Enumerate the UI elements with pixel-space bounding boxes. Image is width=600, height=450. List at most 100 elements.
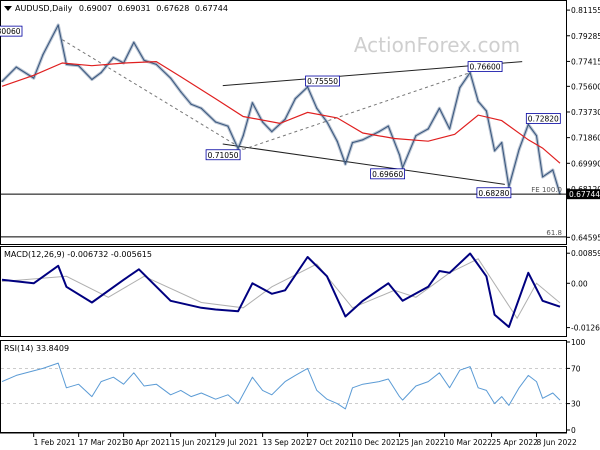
- macd-tick-label-1: 0.00: [571, 279, 588, 288]
- price-point: [215, 121, 217, 123]
- price-point: [271, 131, 273, 133]
- macd-title: MACD(12,26,9) -0.006732 -0.005615: [4, 250, 152, 259]
- watermark: ActionForex.com: [354, 33, 520, 57]
- price-point: [294, 98, 296, 100]
- price-point: [112, 56, 114, 59]
- price-box-0: [0, 25, 23, 37]
- price-point: [143, 59, 145, 61]
- series-layer: [0, 23, 562, 410]
- ohlc-high: 0.69031: [118, 4, 151, 13]
- price-box-5: [525, 113, 561, 124]
- price-point: [485, 110, 487, 112]
- price-tick-label-3: 0.75600: [571, 82, 600, 91]
- price-point: [501, 142, 503, 144]
- price-box-label-3: 0.71050: [208, 151, 239, 160]
- price-point: [316, 107, 318, 109]
- rsi-tick-label-3: 0: [571, 426, 576, 435]
- x-tick-label-9: 10 Mar 2022: [445, 438, 493, 447]
- price-tick-label-6: 0.69990: [571, 159, 600, 168]
- price-point: [133, 41, 135, 44]
- price-box-4: [370, 168, 406, 180]
- price-point: [518, 148, 520, 150]
- rsi-level-lines: [1, 367, 566, 405]
- price-point: [459, 87, 461, 89]
- price-point: [438, 107, 440, 109]
- price-panel-frame: [0, 0, 567, 245]
- price-point: [336, 140, 338, 142]
- ohlc-open: 0.69007: [79, 4, 112, 13]
- x-tick-label-2: 30 Apr 2021: [124, 438, 171, 447]
- macd-signal-line: [1, 258, 561, 320]
- price-box-2: [467, 61, 503, 73]
- level-label-1: 61.8: [546, 229, 562, 237]
- price-tick-label-5: 0.71860: [571, 134, 600, 143]
- price-point: [469, 72, 471, 74]
- trend-line-1: [222, 143, 505, 185]
- horizontal-levels: FE 100.0 61.8: [1, 186, 566, 238]
- price-point: [427, 128, 429, 130]
- x-tick-label-5: 13 Sep 2021: [263, 438, 311, 447]
- price-tick-label-8: 0.64595: [571, 233, 600, 242]
- x-tick-label-11: 8 Jun 2022: [536, 438, 577, 447]
- dropdown-triangle-icon: [4, 6, 12, 11]
- price-box-label-6: 0.68280: [478, 189, 509, 198]
- price-box-label-4: 0.69660: [372, 170, 403, 179]
- price-point: [398, 154, 401, 156]
- price-point: [387, 125, 389, 127]
- price-point: [542, 176, 544, 178]
- y-axis-ticks: 0.81155 0.79285 0.77415 0.75600 0.73730 0.718…: [566, 6, 600, 435]
- price-point: [190, 103, 192, 105]
- price-point: [155, 63, 157, 65]
- current-price-box: [566, 189, 600, 200]
- price-tick-label-0: 0.81155: [571, 6, 600, 15]
- price-tick-label-1: 0.79285: [571, 32, 600, 41]
- macd-tick-label-2: -0.01267: [571, 324, 600, 333]
- price-point: [65, 63, 67, 65]
- price-point: [57, 24, 59, 26]
- x-tick-label-4: 29 Jul 2021: [216, 438, 259, 447]
- ohlc-low: 0.67628: [156, 4, 189, 13]
- price-box-label-5: 0.72820: [528, 114, 559, 123]
- macd-tick-label-0: 0.008596: [571, 249, 600, 258]
- macd-line: [1, 252, 561, 328]
- price-box-1: [305, 75, 340, 87]
- price-point: [180, 91, 182, 93]
- price-point: [242, 135, 244, 137]
- price-tick-label-2: 0.77415: [571, 57, 600, 66]
- price-box-3: [205, 149, 241, 161]
- rsi-title: RSI(14) 33.8409: [4, 344, 69, 353]
- level-label-0: FE 100.0: [531, 186, 562, 194]
- price-point: [535, 135, 538, 137]
- price-point: [100, 72, 102, 74]
- x-tick-label-3: 15 Jun 2021: [171, 438, 216, 447]
- price-point: [170, 77, 172, 79]
- x-tick-label-7: 10 Dec 2021: [353, 438, 401, 447]
- price-point: [284, 118, 286, 120]
- price-point: [15, 66, 17, 68]
- price-point: [494, 150, 496, 152]
- price-point: [33, 77, 35, 79]
- price-point: [237, 148, 239, 150]
- price-box-6: [476, 187, 512, 199]
- x-tick-label-1: 17 Mar 2021: [79, 438, 127, 447]
- rsi-panel-frame: [0, 340, 567, 433]
- price-point: [42, 54, 44, 56]
- price-point: [362, 139, 364, 141]
- price-point: [307, 86, 309, 88]
- trend-line-3: [243, 72, 471, 150]
- trend-line-2: [62, 39, 244, 150]
- rsi-line: [1, 362, 561, 410]
- symbol-label: AUDUSD,Daily: [15, 4, 73, 13]
- rsi-tick-label-0: 100: [571, 338, 586, 347]
- macd-panel-frame: [0, 246, 567, 337]
- price-point: [344, 163, 346, 165]
- price-point: [402, 167, 404, 169]
- moving-average-line: [1, 60, 561, 164]
- x-tick-label-6: 27 Oct 2021: [308, 438, 355, 447]
- rsi-tick-label-2: 30: [571, 400, 581, 409]
- price-point: [552, 169, 554, 171]
- chart-header: AUDUSD,Daily 0.69007 0.69031 0.67628 0.6…: [4, 4, 228, 13]
